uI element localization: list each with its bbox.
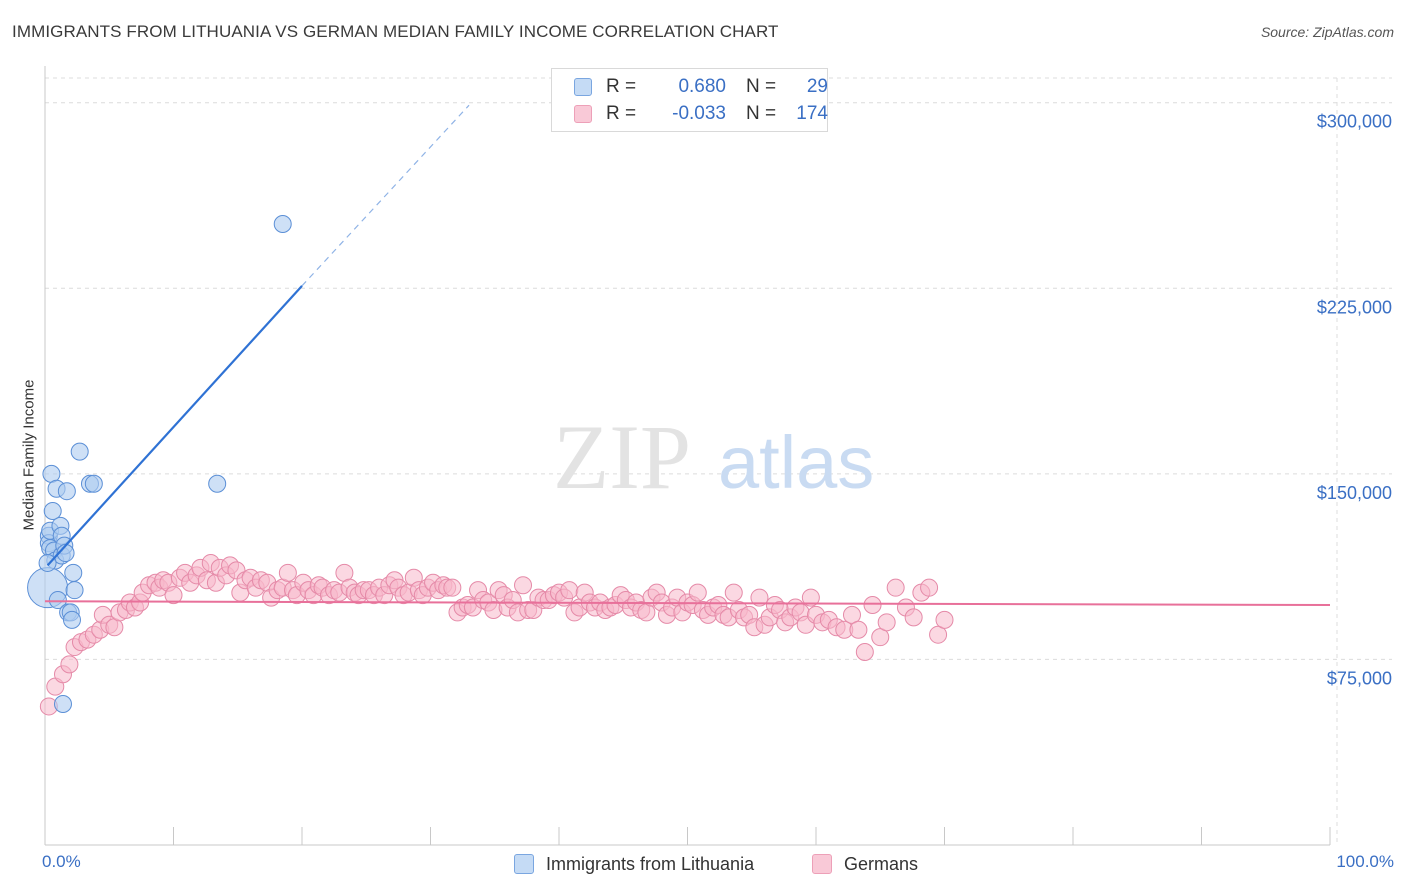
legend-n-value: 29 [806, 76, 828, 97]
germans-point [904, 608, 923, 627]
y-tick-label: $300,000 [1317, 112, 1392, 132]
germans-point [920, 578, 939, 597]
legend-row-lithuania: R = 0.680 N = 29 [574, 75, 828, 99]
legend-swatch-lithuania [574, 78, 592, 96]
germans-point [750, 588, 769, 607]
lithuania-point [48, 591, 67, 610]
trend-lines [44, 104, 1331, 607]
germans-point [877, 613, 896, 632]
y-tick-label: $225,000 [1317, 297, 1392, 317]
germans-point [886, 578, 905, 597]
y-tick-labels: $75,000 $150,000 $225,000 $300,000 [1317, 112, 1392, 689]
lithuania-point [57, 482, 76, 501]
germans-point [560, 581, 579, 600]
source-credit: Source: ZipAtlas.com [1260, 24, 1394, 40]
germans-point [164, 586, 183, 605]
legend-swatch-germans [574, 105, 592, 123]
lithuania-point [208, 474, 227, 493]
legend-r-value: 0.680 [678, 76, 726, 97]
lithuania-point [70, 442, 89, 461]
bottom-legend-germans: Germans [812, 852, 918, 876]
stats-legend: R = 0.680 N = 29 R = -0.033 N = 174 [551, 68, 828, 132]
y-tick-label: $75,000 [1327, 668, 1392, 688]
germans-point [863, 596, 882, 615]
lithuania-trend-line [46, 285, 303, 567]
x-tick-label-min: 0.0% [42, 852, 81, 871]
germans-trend-line [44, 600, 1331, 607]
legend-r-label: R = [606, 76, 637, 97]
bottom-legend-label-germans: Germans [844, 853, 919, 874]
lithuania-point [84, 474, 103, 493]
lithuania-point [65, 581, 84, 600]
legend-n-label: N = [746, 103, 777, 124]
germans-point [514, 576, 533, 595]
lithuania-trend-extension [301, 104, 470, 287]
y-tick-label: $150,000 [1317, 483, 1392, 503]
germans-point [849, 620, 868, 639]
lithuania-point [38, 553, 57, 572]
germans-point [855, 643, 874, 662]
germans-point [724, 583, 743, 602]
germans-point [801, 588, 820, 607]
lithuania-point [273, 214, 292, 233]
legend-r-label: R = [606, 103, 637, 124]
germans-point [278, 563, 297, 582]
germans-point [842, 605, 861, 624]
bottom-legend-label-lithuania: Immigrants from Lithuania [546, 853, 755, 874]
axes [44, 66, 1331, 846]
germans-point [60, 655, 79, 674]
legend-n-label: N = [746, 76, 777, 97]
chart-title: IMMIGRANTS FROM LITHUANIA VS GERMAN MEDI… [12, 22, 779, 41]
bottom-legend-swatch-lithuania [514, 854, 534, 874]
lithuania-point [64, 563, 83, 582]
germans-point [688, 583, 707, 602]
germans-point [443, 578, 462, 597]
lithuania-point [62, 610, 81, 629]
y-axis-title: Median Family Income [20, 379, 38, 531]
lithuania-points [27, 214, 292, 713]
watermark-zip: ZIP [553, 406, 691, 508]
germans-points [39, 553, 954, 716]
legend-r-value: -0.033 [672, 103, 726, 124]
x-tick-label-max: 100.0% [1336, 852, 1394, 871]
bottom-legend-lithuania: Immigrants from Lithuania [514, 852, 754, 876]
legend-row-germans: R = -0.033 N = 174 [574, 102, 828, 126]
watermark-atlas: atlas [718, 421, 874, 504]
germans-point [871, 628, 890, 647]
germans-point [935, 610, 954, 629]
lithuania-point [43, 501, 62, 520]
lithuania-point [53, 694, 72, 713]
bottom-legend-swatch-germans [812, 854, 832, 874]
germans-point [929, 625, 948, 644]
legend-n-value: 174 [796, 103, 828, 124]
